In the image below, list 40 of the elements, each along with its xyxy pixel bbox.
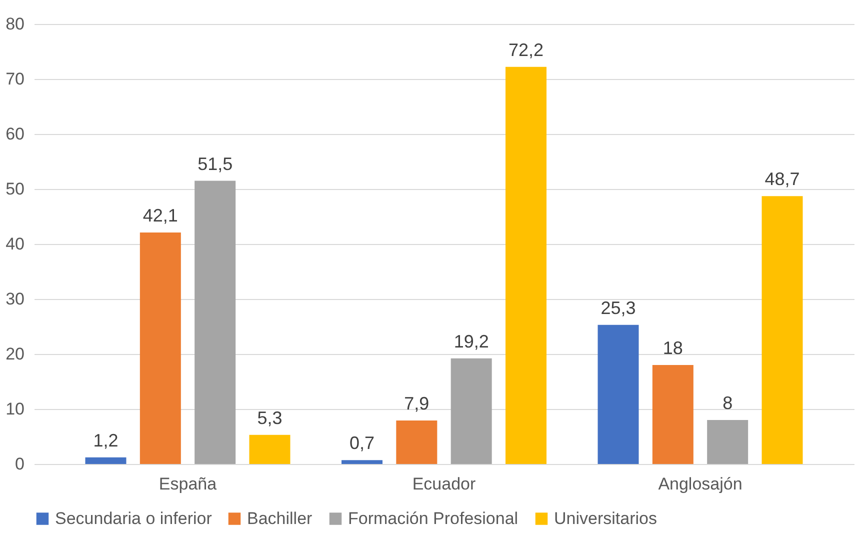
y-tick-label: 30	[6, 290, 24, 308]
legend-label: Formación Profesional	[348, 508, 518, 528]
bar	[707, 420, 748, 464]
x-tick-label: Anglosajón	[658, 474, 742, 494]
bar	[396, 420, 438, 464]
data-label: 5,3	[257, 408, 282, 428]
data-label: 48,7	[764, 169, 800, 190]
data-label: 0,7	[349, 433, 375, 454]
bar	[598, 324, 639, 464]
y-tick-label: 80	[6, 14, 24, 34]
legend-label: Secundaria o inferior	[55, 508, 212, 528]
y-tick-label: 70	[6, 70, 24, 88]
bar	[140, 232, 181, 464]
legend-label: Bachiller	[247, 508, 313, 528]
bar	[652, 365, 694, 464]
data-label: 7,9	[404, 394, 430, 414]
y-tick-label: 40	[6, 234, 24, 254]
x-tick-label: España	[158, 474, 218, 494]
y-tick-label: 10	[6, 400, 24, 418]
data-label: 42,1	[142, 205, 178, 226]
bar	[342, 460, 382, 464]
data-label: 25,3	[600, 298, 636, 318]
y-tick-label: 60	[6, 124, 24, 144]
bar	[762, 196, 803, 464]
bar	[85, 457, 126, 464]
data-label: 18	[662, 338, 683, 358]
bar	[450, 358, 492, 464]
x-tick-label: Ecuador	[412, 474, 476, 494]
data-label: 72,2	[508, 40, 544, 60]
y-tick-label: 20	[6, 344, 24, 364]
bar	[194, 180, 236, 464]
y-tick-label: 0	[15, 454, 24, 474]
bar	[249, 434, 290, 464]
data-label: 51,5	[198, 154, 233, 174]
y-tick-label: 50	[6, 180, 24, 198]
bar	[506, 66, 546, 464]
data-label: 19,2	[454, 331, 489, 352]
data-label: 1,2	[93, 430, 118, 450]
data-label: 8	[722, 393, 733, 413]
legend-label: Universitarios	[554, 508, 657, 528]
